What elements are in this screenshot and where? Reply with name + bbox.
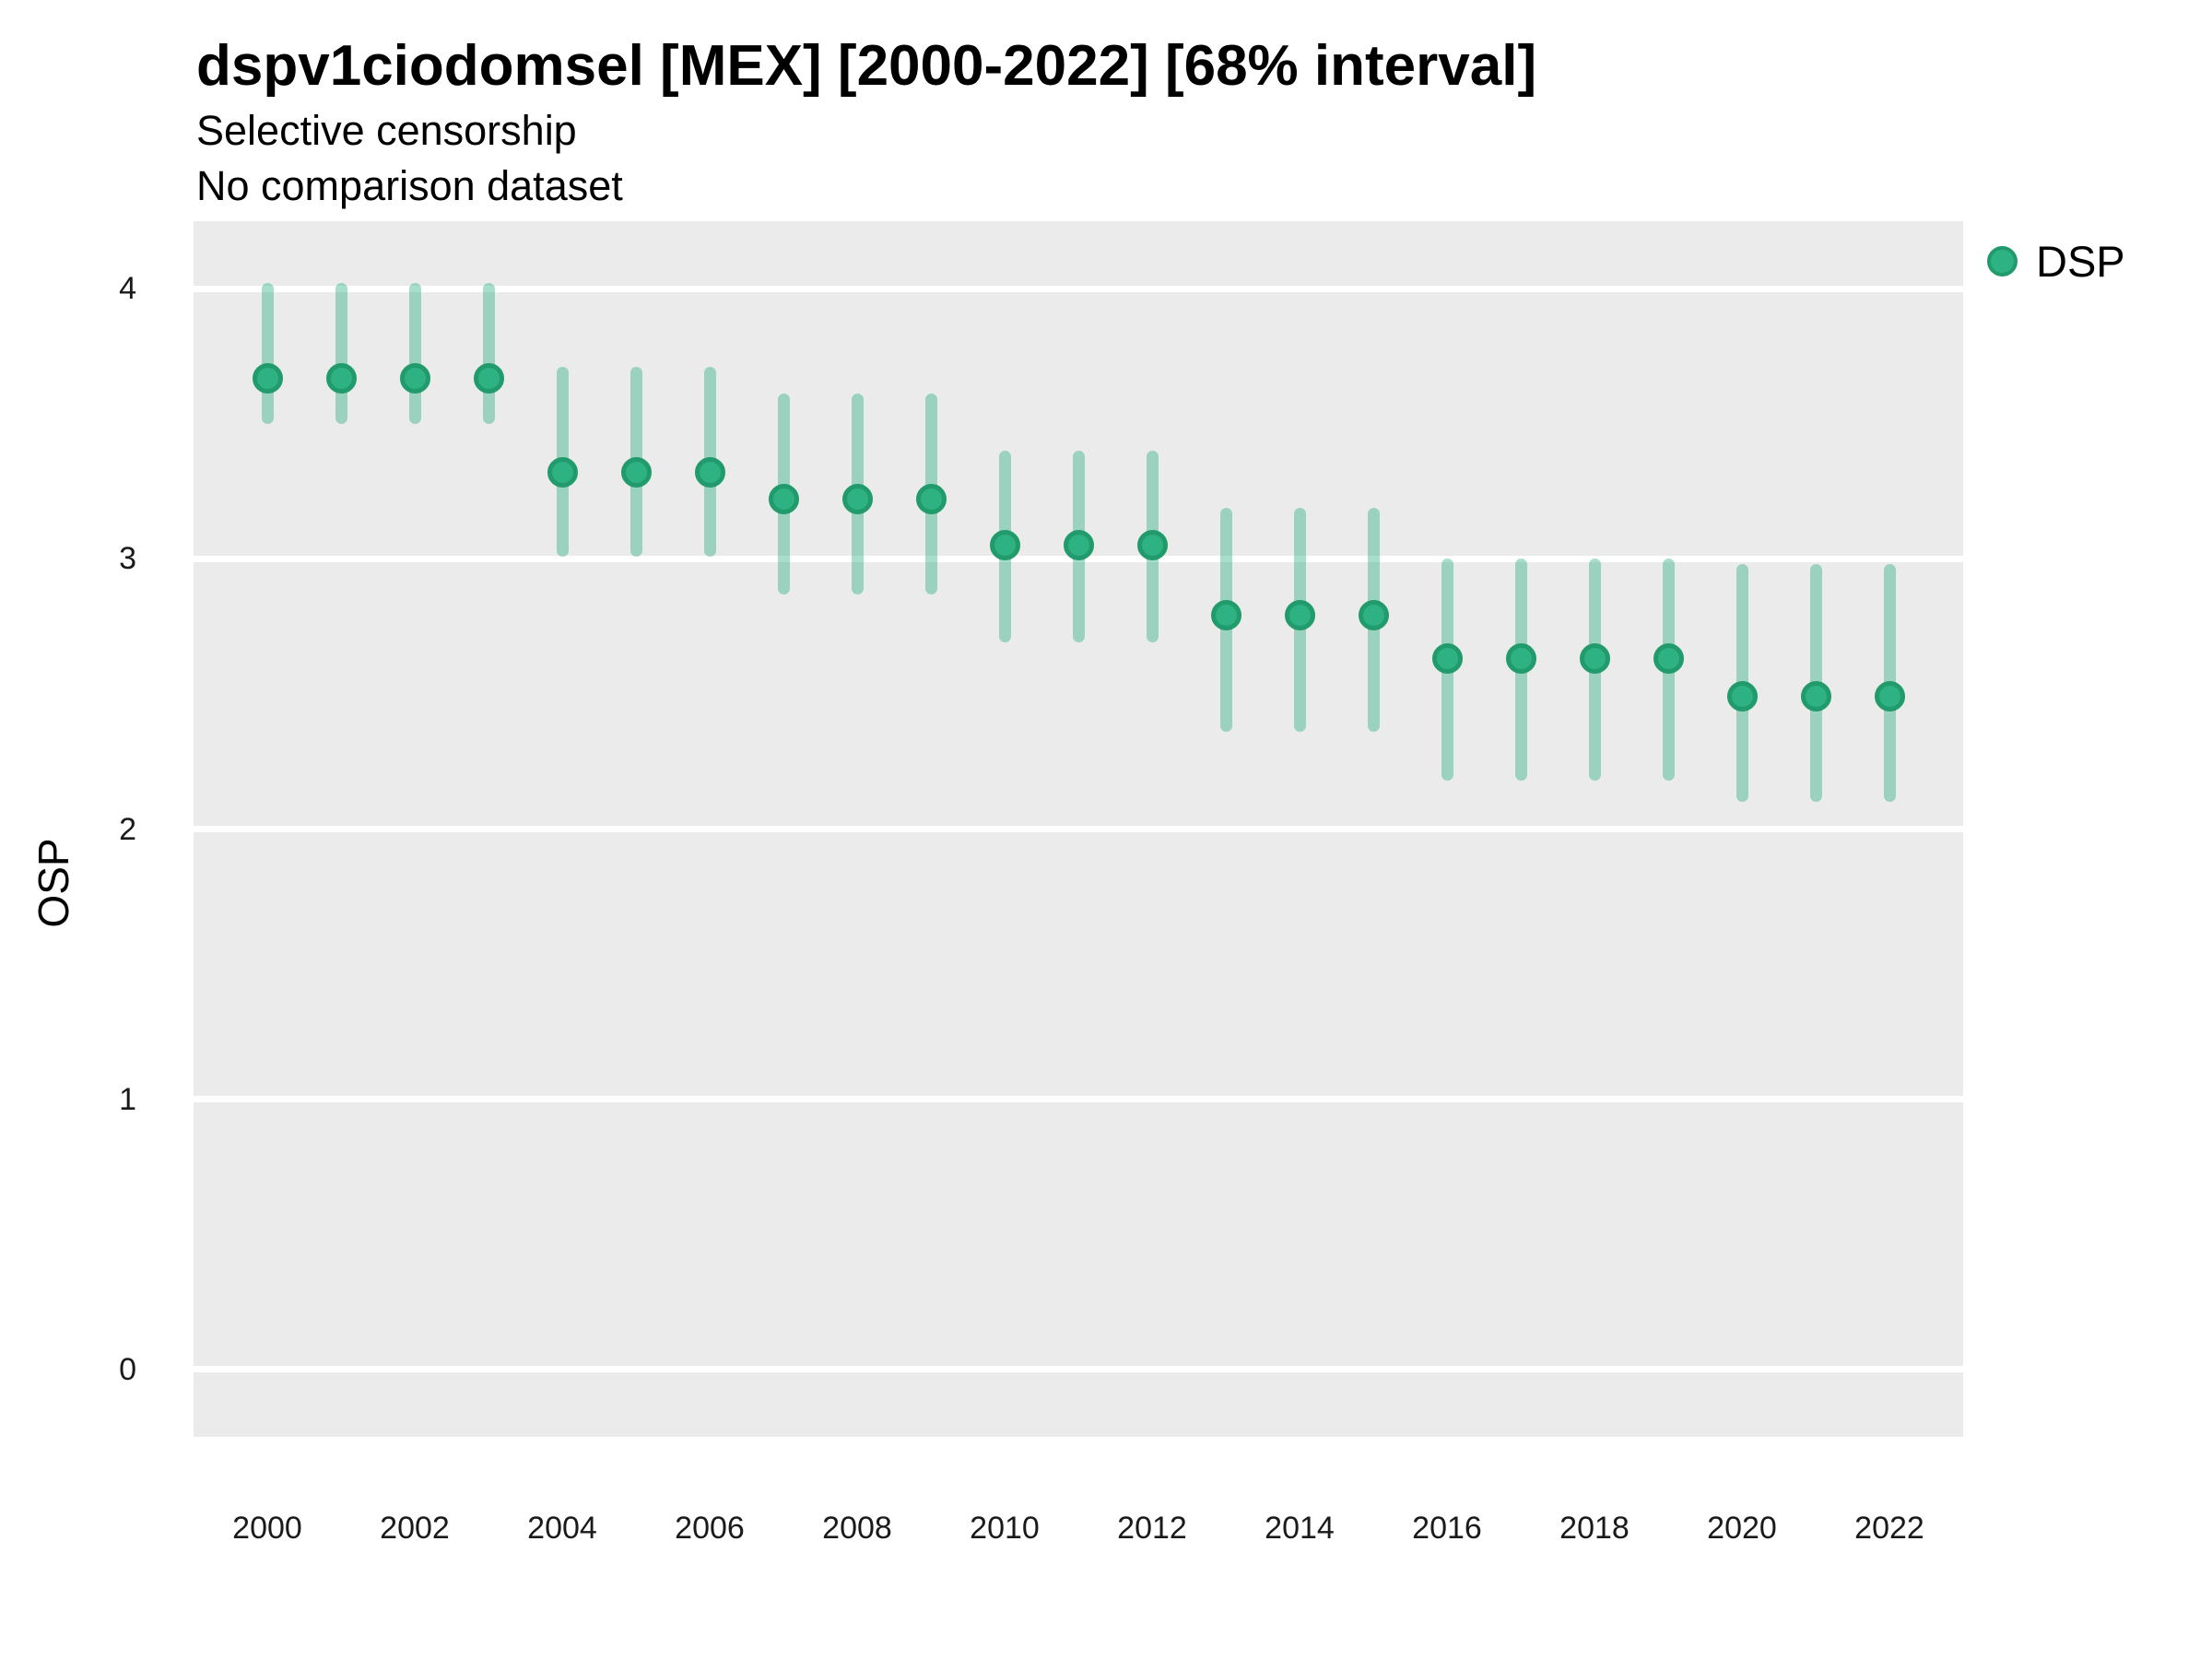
data-point-2012 [1136,530,1168,561]
data-point-2022 [1874,681,1905,712]
gridline-y-4 [194,285,1963,292]
x-tick-label-2008: 2008 [822,1511,892,1546]
y-tick-label-1: 1 [119,1081,136,1117]
gridline-y-1 [194,1096,1963,1103]
data-point-2008 [841,484,873,515]
data-point-2011 [1063,530,1094,561]
data-point-2017 [1505,643,1536,675]
gridline-y-0 [194,1366,1963,1373]
data-point-2018 [1579,643,1610,675]
data-point-2009 [915,484,947,515]
legend: DSP [1987,235,2125,287]
data-point-2014 [1284,600,1315,631]
chart-subtitle: Selective censorship [196,107,577,154]
gridline-y-2 [194,826,1963,832]
y-tick-label-0: 0 [119,1351,136,1387]
chart-title: dspv1ciodomsel [MEX] [2000-2022] [68% in… [196,34,1537,98]
legend-label: DSP [2036,236,2125,286]
y-axis-title: OSP [29,838,77,928]
data-point-2019 [1653,643,1684,675]
data-point-2002 [399,362,430,394]
data-point-2000 [252,362,283,394]
data-point-2016 [1431,643,1463,675]
data-point-2007 [768,484,799,515]
data-point-2015 [1358,600,1389,631]
x-tick-label-2018: 2018 [1559,1511,1630,1546]
x-tick-label-2020: 2020 [1707,1511,1777,1546]
interval-bar-2003 [482,283,495,424]
data-point-2021 [1800,681,1831,712]
x-tick-label-2012: 2012 [1117,1511,1187,1546]
x-tick-label-2002: 2002 [380,1511,450,1546]
x-tick-label-2006: 2006 [675,1511,745,1546]
y-tick-label-3: 3 [119,541,136,577]
x-tick-label-2004: 2004 [527,1511,597,1546]
data-point-2020 [1726,681,1758,712]
interval-bar-2000 [261,283,274,424]
x-tick-label-2014: 2014 [1265,1511,1335,1546]
data-point-2005 [620,457,652,488]
x-tick-label-2016: 2016 [1412,1511,1482,1546]
x-tick-label-2000: 2000 [232,1511,302,1546]
interval-bar-2002 [408,283,421,424]
x-tick-label-2022: 2022 [1854,1511,1924,1546]
data-point-2013 [1210,600,1241,631]
data-point-2001 [325,362,357,394]
plot-panel [194,221,1963,1437]
y-tick-label-2: 2 [119,811,136,847]
chart-note: No comparison dataset [196,162,623,209]
data-point-2010 [989,530,1020,561]
interval-bar-2001 [335,283,347,424]
x-tick-label-2010: 2010 [970,1511,1040,1546]
data-point-2003 [473,362,504,394]
data-point-2006 [694,457,725,488]
data-point-2004 [547,457,578,488]
y-tick-label-4: 4 [119,271,136,307]
legend-point-icon [1987,245,2018,276]
